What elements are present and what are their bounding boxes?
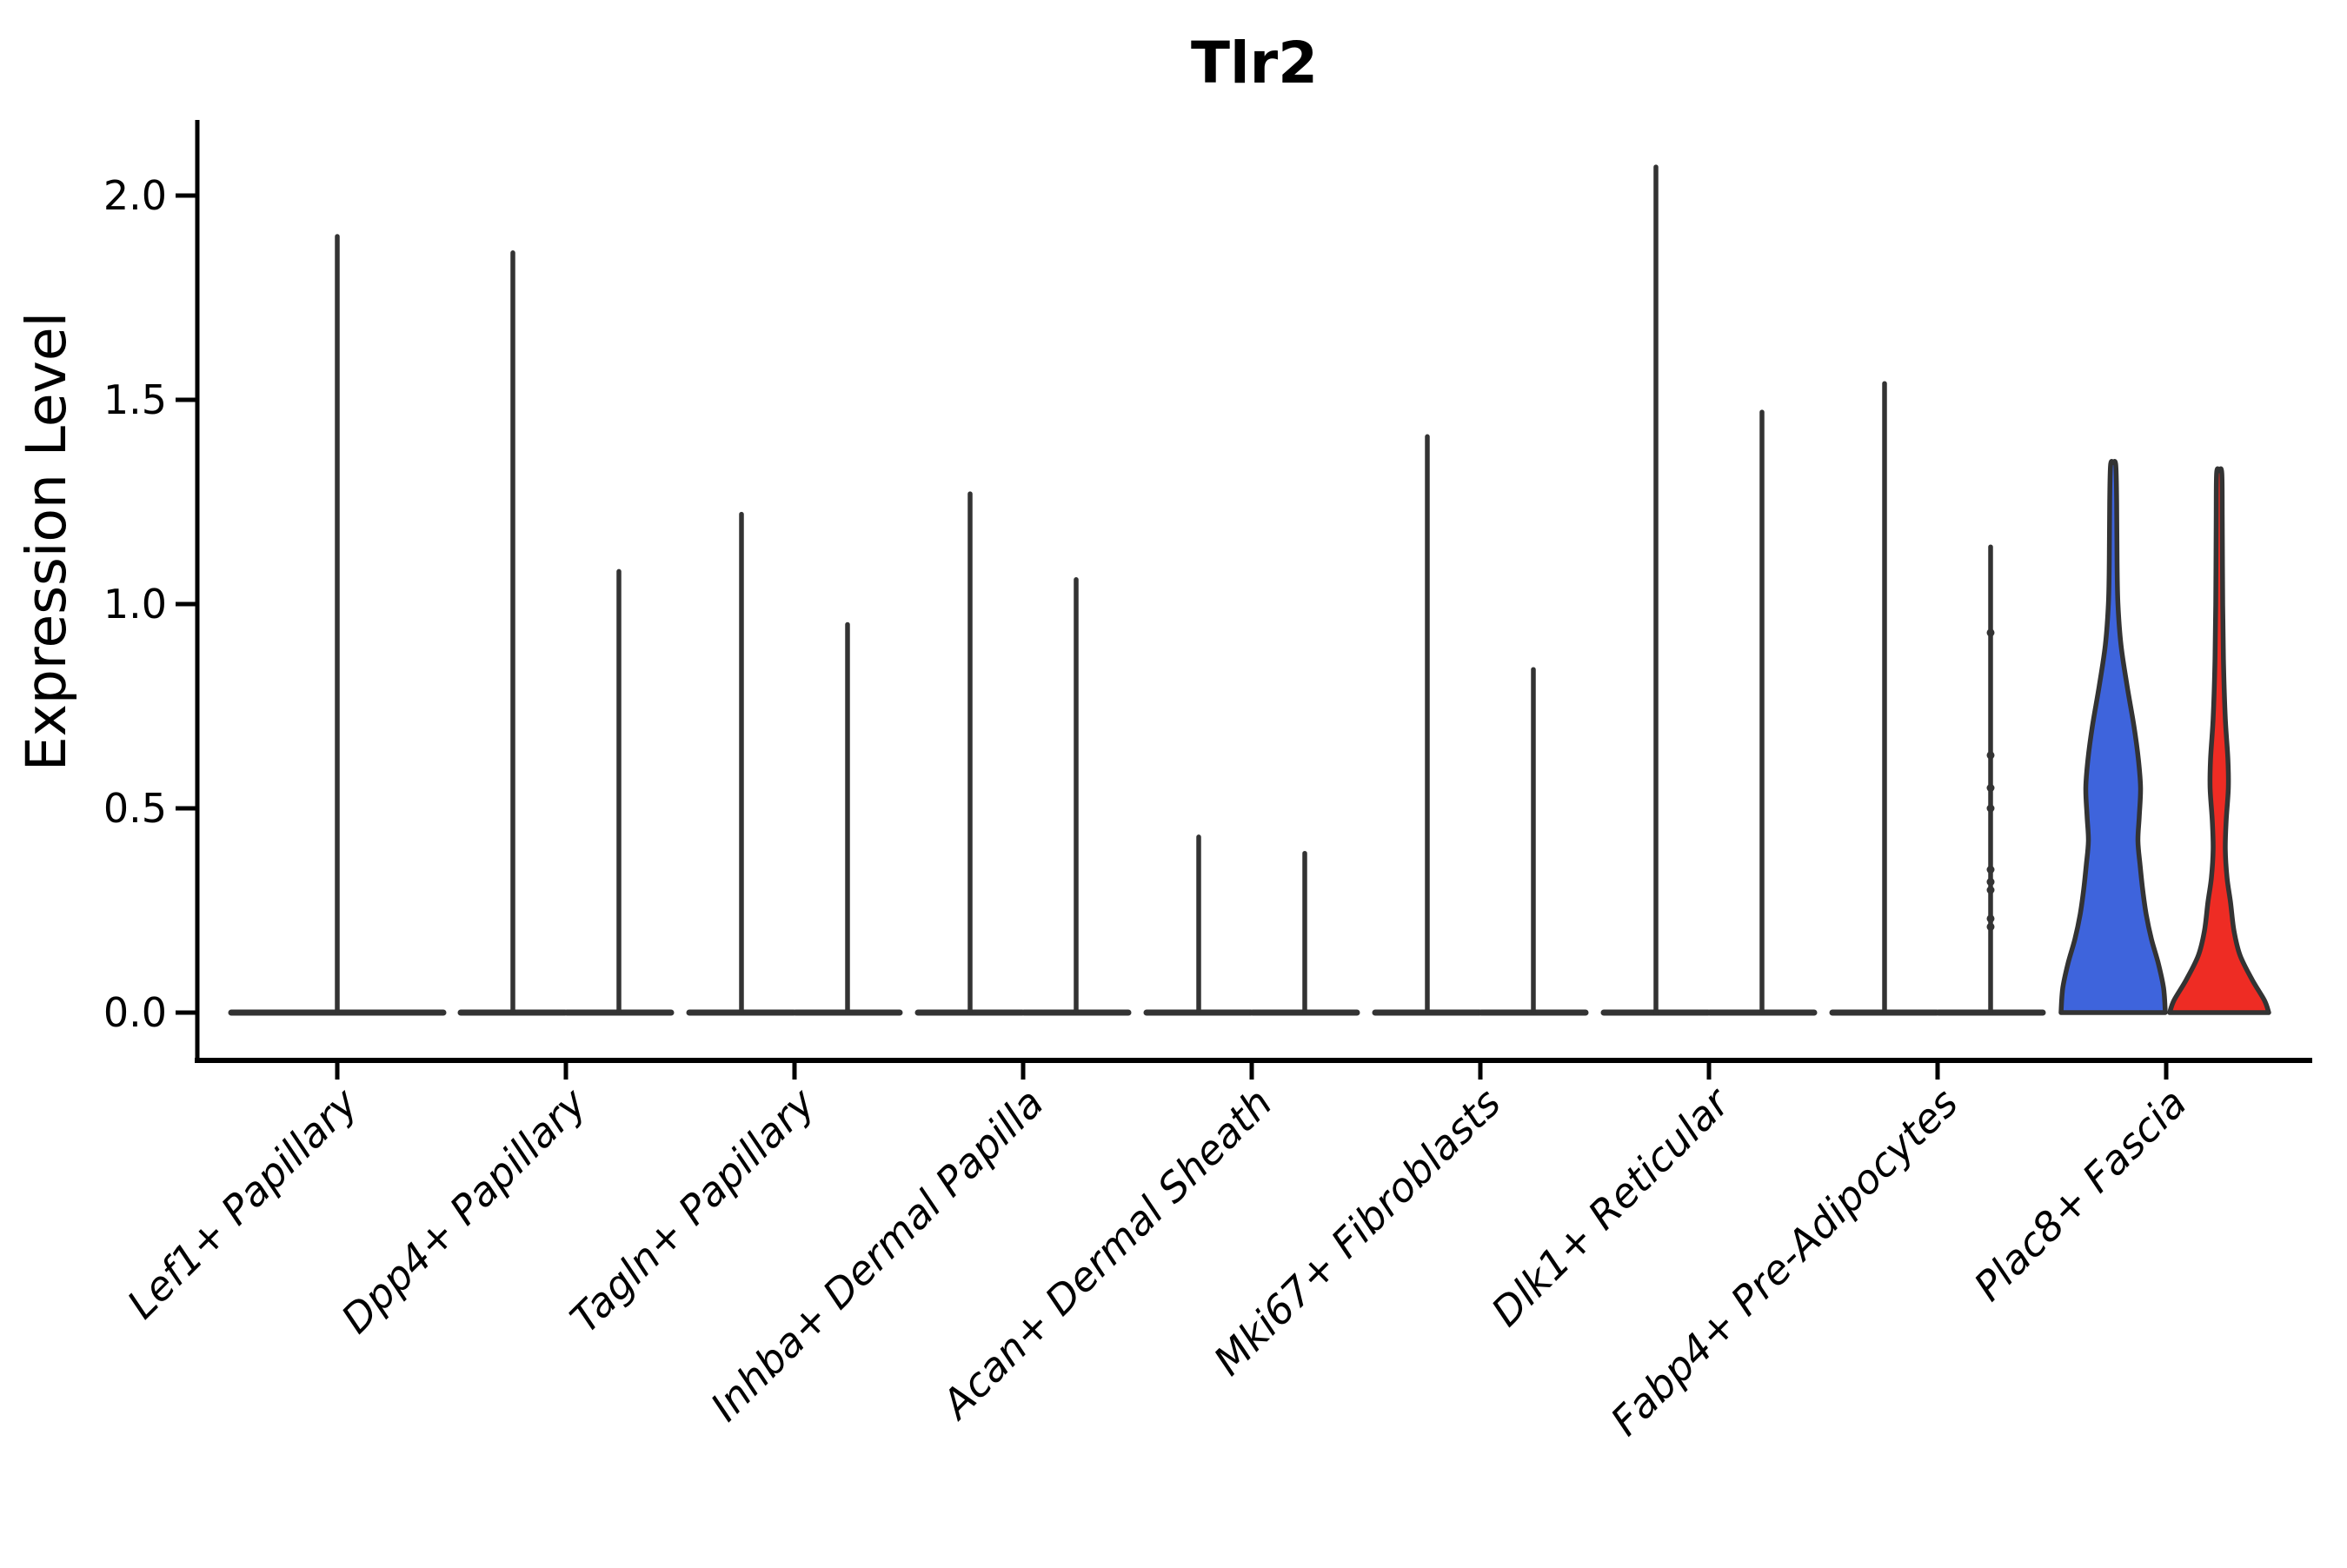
violin-plac8-fascia-1 [2058, 459, 2168, 1015]
violin-group-tagln-papillary: Tagln+ Papillary [561, 511, 903, 1342]
violin-fabp4-pre-adipocytes-2-cell-point [1986, 886, 1995, 894]
violin-plac8-fascia-2 [2167, 466, 2271, 1015]
violin-fabp4-pre-adipocytes-2-cell-point [1986, 878, 1995, 887]
violin-group-mki67-fibroblasts: Mki67+ Fibroblasts [1205, 434, 1589, 1385]
y-tick-label: 0.5 [103, 785, 167, 832]
y-tick-label: 1.0 [103, 581, 167, 628]
x-category-label: Tagln+ Papillary [561, 1079, 824, 1342]
y-tick-label: 1.5 [103, 376, 167, 423]
violin-group-plac8-fascia: Plac8+ Fascia [1965, 459, 2271, 1310]
y-tick-label: 0.0 [103, 989, 167, 1036]
violin-fabp4-pre-adipocytes-2-cell-point [1986, 751, 1995, 760]
violin-fabp4-pre-adipocytes-2-cell-point [1986, 914, 1995, 923]
violin-fabp4-pre-adipocytes-2-cell-point [1986, 784, 1995, 792]
violin-fabp4-pre-adipocytes-2-cell-point [1986, 922, 1995, 931]
x-category-label: Dlk1+ Reticular [1482, 1077, 1740, 1335]
figure-title: Tlr2 [1191, 30, 1318, 96]
violin-fabp4-pre-adipocytes-2-cell-point [1986, 866, 1995, 874]
x-category-label: Lef1+ Papillary [118, 1079, 367, 1327]
violin-group-dpp4-papillary: Dpp4+ Papillary [332, 250, 675, 1342]
y-tick-label: 2.0 [103, 172, 167, 219]
violin-fabp4-pre-adipocytes-2-cell-point [1986, 804, 1995, 813]
violin-fabp4-pre-adipocytes-2-cell-point [1986, 628, 1995, 637]
y-axis-label: Expression Level [15, 312, 78, 771]
x-category-label: Dpp4+ Papillary [332, 1079, 595, 1342]
x-category-label: Plac8+ Fascia [1965, 1080, 2195, 1310]
